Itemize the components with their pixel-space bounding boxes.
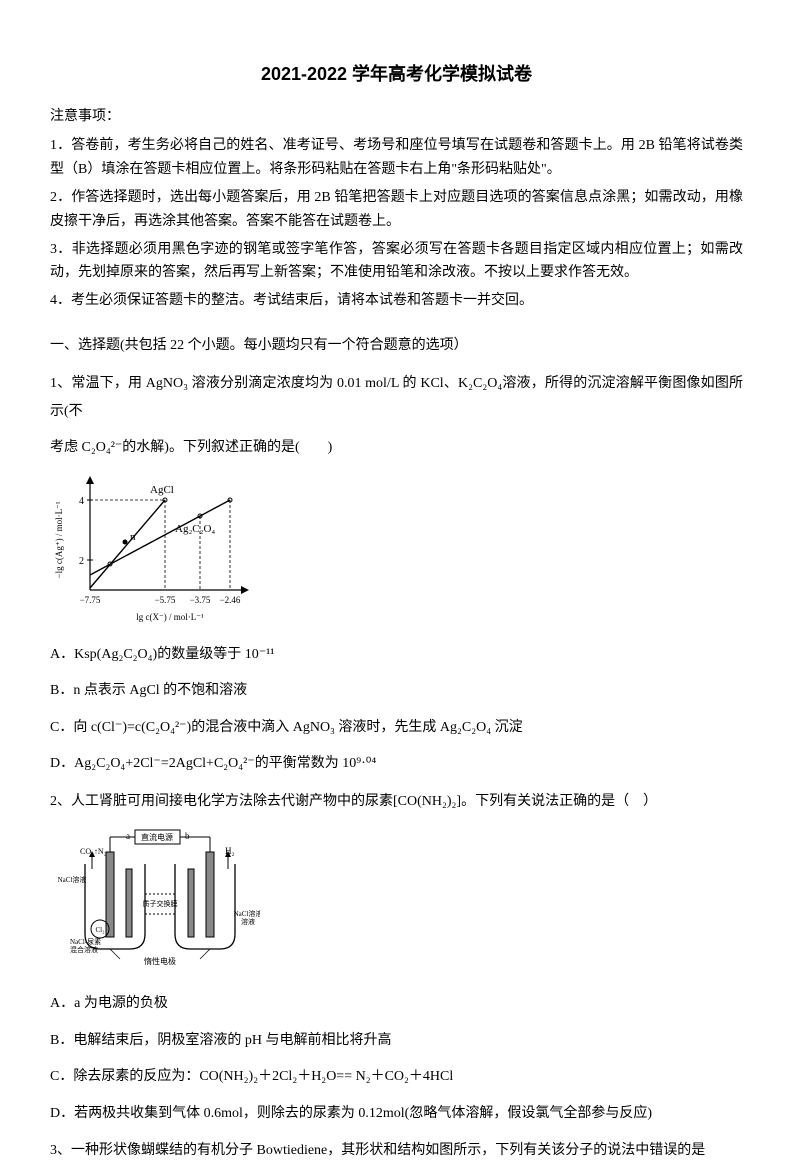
- q1-stem-a: 1、常温下，用 AgNO₃ 溶液分别滴定浓度均为 0.01 mol/L 的 KC…: [50, 370, 743, 426]
- nacl-left: NaCl溶液: [58, 875, 87, 884]
- xtick-2: −5.75: [155, 595, 176, 605]
- ytick-2: 2: [79, 556, 84, 567]
- exam-title: 2021-2022 学年高考化学模拟试卷: [50, 60, 743, 86]
- instruction-3: 3．非选择题必须用黑色字迹的钢笔或签字笔作答，答案必须写在答题卡各题目指定区域内…: [50, 238, 743, 286]
- xtick-4: −2.46: [220, 595, 241, 605]
- q1-option-b: B．n 点表示 AgCl 的不饱和溶液: [50, 678, 743, 705]
- nacl-right: NaCl溶液: [234, 909, 260, 918]
- section-1-header: 一、选择题(共包括 22 个小题。每小题均只有一个符合题意的选项）: [50, 333, 743, 360]
- xtick-1: −7.75: [80, 595, 101, 605]
- instruction-4: 4．考生必须保证答题卡的整洁。考试结束后，请将本试卷和答题卡一并交回。: [50, 289, 743, 313]
- point-n: n: [130, 531, 136, 543]
- q2-option-c: C．除去尿素的反应为：CO(NH₂)₂＋2Cl₂＋H₂O== N₂＋CO₂＋4H…: [50, 1064, 743, 1091]
- ytick-4: 4: [79, 496, 84, 507]
- q2-option-a: A．a 为电源的负极: [50, 991, 743, 1018]
- q2-diagram: 直流电源 a b CO₂↑N₂ H₂ 质子交换膜 NaCl溶液 NaCl溶液 溶…: [50, 824, 743, 979]
- xtick-3: −3.75: [190, 595, 211, 605]
- q1-option-c: C．向 c(Cl⁻)=c(C₂O₄²⁻)的混合液中滴入 AgNO₃ 溶液时，先生…: [50, 715, 743, 742]
- yaxis-label: −lg c(Ag⁺) / mol·L⁻¹: [54, 501, 64, 578]
- q2-stem: 2、人工肾脏可用间接电化学方法除去代谢产物中的尿素[CO(NH₂)₂]。下列有关…: [50, 788, 743, 816]
- label-agcl: AgCl: [150, 484, 174, 496]
- xaxis-label: lg c(X⁻) / mol·L⁻¹: [136, 612, 204, 622]
- notice-header: 注意事项：: [50, 106, 743, 128]
- label-ag2c2o4: Ag₂C₂O₄: [175, 523, 215, 535]
- cl2-label: Cl₂: [95, 926, 105, 934]
- q1-option-a: A．Ksp(Ag₂C₂O₄)的数量级等于 10⁻¹¹: [50, 642, 743, 669]
- electrode-label: 惰性电极: [144, 956, 176, 966]
- svg-text:溶液: 溶液: [241, 917, 255, 926]
- power-label: 直流电源: [141, 832, 173, 842]
- q1-chart: 4 2 AgCl Ag₂C₂O₄ n −7.75 −5.75 −3.75 −2.…: [50, 470, 743, 630]
- membrane-label: 质子交换膜: [143, 899, 178, 908]
- svg-text:混合溶液: 混合溶液: [70, 945, 98, 954]
- q2-option-d: D．若两极共收集到气体 0.6mol，则除去的尿素为 0.12mol(忽略气体溶…: [50, 1101, 743, 1128]
- terminal-b: b: [185, 831, 190, 841]
- q1-option-d: D．Ag₂C₂O₄+2Cl⁻=2AgCl+C₂O₄²⁻的平衡常数为 10⁹·⁰⁴: [50, 751, 743, 778]
- q1-stem-b: 考虑 C₂O₄²⁻的水解)。下列叙述正确的是( ): [50, 434, 743, 462]
- instruction-2: 2．作答选择题时，选出每小题答案后，用 2B 铅笔把答题卡上对应题目选项的答案信…: [50, 186, 743, 234]
- q3-stem: 3、一种形状像蝴蝶结的有机分子 Bowtiediene，其形状和结构如图所示，下…: [50, 1137, 743, 1165]
- instruction-1: 1．答卷前，考生务必将自己的姓名、准考证号、考场号和座位号填写在试题卷和答题卡上…: [50, 134, 743, 182]
- q2-option-b: B．电解结束后，阴极室溶液的 pH 与电解前相比将升高: [50, 1028, 743, 1055]
- urea-mix: NaCl-尿素: [70, 937, 101, 946]
- terminal-a: a: [126, 831, 130, 841]
